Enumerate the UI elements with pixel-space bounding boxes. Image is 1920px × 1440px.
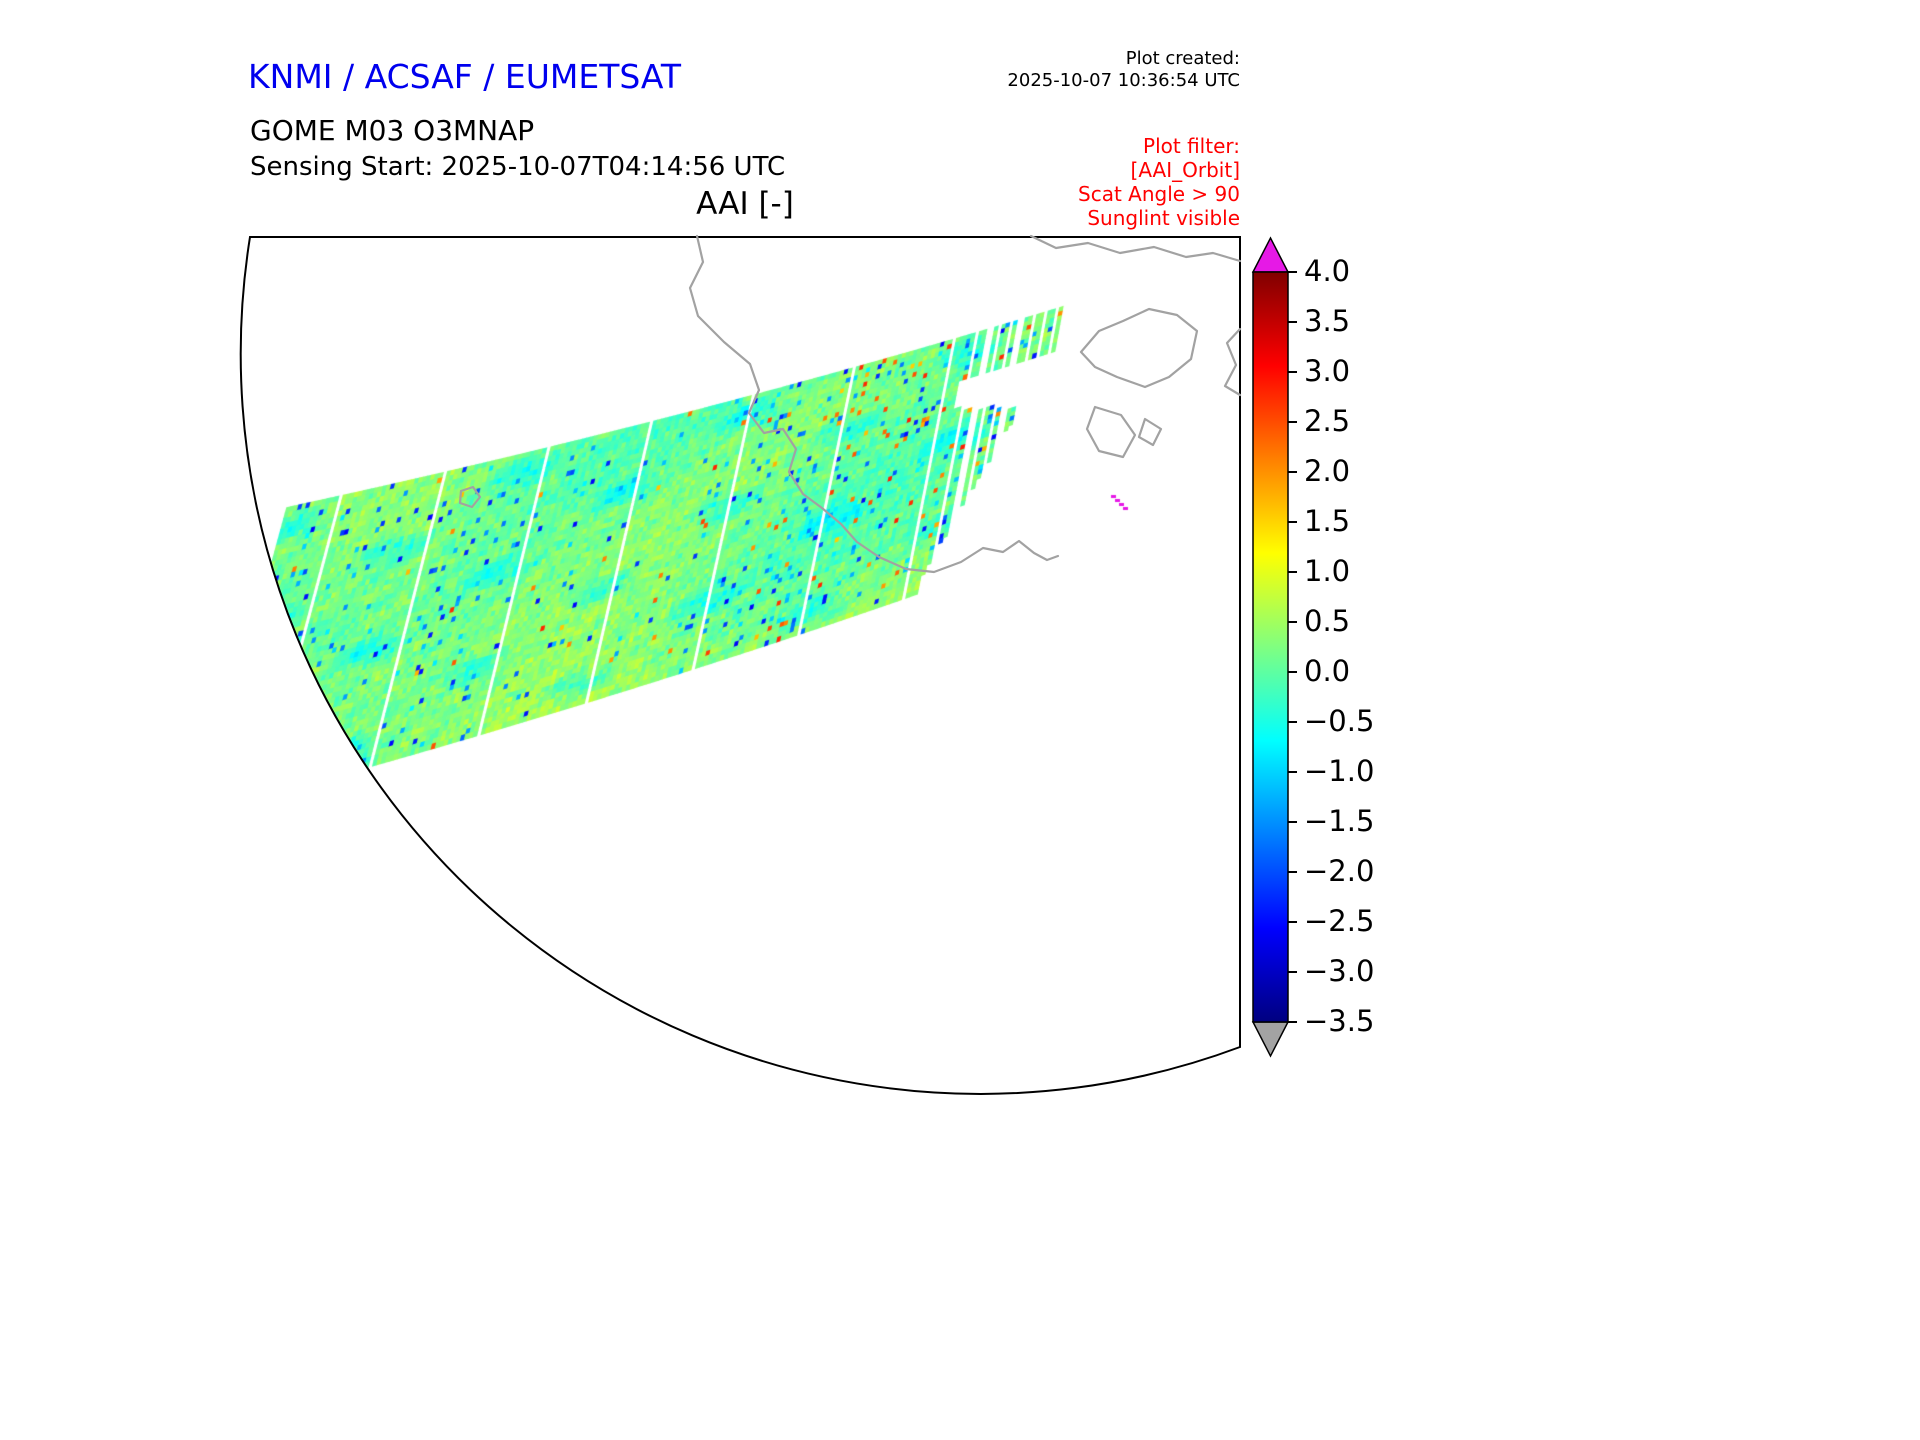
colorbar-tick-label: −1.5 [1304, 804, 1375, 838]
colorbar-over-arrow [1251, 236, 1290, 273]
colorbar-bar [1252, 271, 1289, 1023]
coastline-path [1085, 405, 1137, 459]
colorbar-tick-label: −2.5 [1304, 904, 1375, 938]
colorbar-tick-label: 1.0 [1304, 554, 1351, 588]
colorbar-tick-label: −1.0 [1304, 754, 1375, 788]
colorbar-tick-label: −0.5 [1304, 704, 1375, 738]
colorbar-tick-label: 0.0 [1304, 654, 1351, 688]
coastline-path [458, 485, 482, 509]
coastline-path [1029, 234, 1242, 263]
colorbar-tick-label: 2.5 [1304, 404, 1351, 438]
colorbar-tick-label: 3.5 [1304, 304, 1351, 338]
colorbar-tick-label: 3.0 [1304, 354, 1351, 388]
colorbar-ticks [1288, 271, 1297, 1023]
coastline-path [1137, 417, 1163, 447]
colorbar-tick-label: 0.5 [1304, 604, 1351, 638]
coastline-path [1079, 307, 1199, 389]
coastline-path [1223, 327, 1242, 397]
colorbar-tick-label: −3.5 [1304, 1004, 1375, 1038]
coastline-path [688, 234, 1060, 574]
colorbar-tick-label: 4.0 [1304, 254, 1351, 288]
colorbar [1251, 236, 1297, 1058]
colorbar-under-arrow [1251, 1021, 1290, 1058]
colorbar-tick-label: −3.0 [1304, 954, 1375, 988]
map-frame [239, 236, 1241, 1095]
colorbar-tick-label: −2.0 [1304, 854, 1375, 888]
colorbar-tick-label: 1.5 [1304, 504, 1351, 538]
colorbar-tick-label: 2.0 [1304, 454, 1351, 488]
coastlines [458, 234, 1242, 574]
